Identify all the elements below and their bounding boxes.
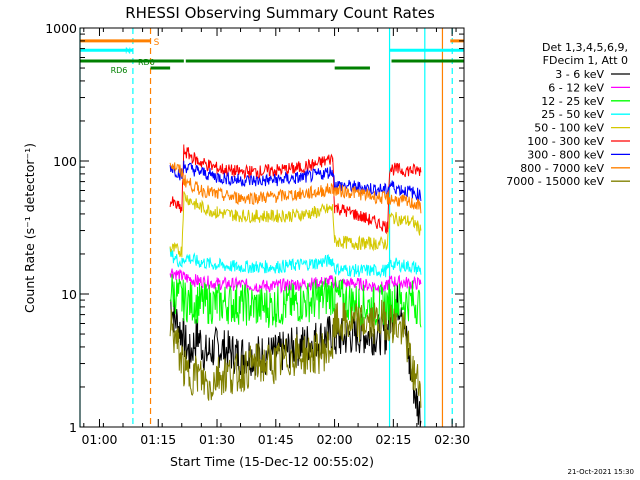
state-label-rd6: RD6 — [111, 66, 128, 75]
y-axis-label: Count Rate (s⁻¹ detector⁻¹) — [22, 143, 37, 313]
series-line-8 — [169, 162, 422, 214]
legend-header-line-2: FDecim 1, Att 0 — [543, 54, 628, 67]
instrument-state-bars: S N RD0 RD6 — [80, 38, 464, 75]
x-tick-label: 02:15 — [375, 432, 411, 447]
state-label-s: S — [154, 38, 160, 48]
legend-label: 25 - 50 keV — [541, 108, 604, 121]
legend-header-line-1: Det 1,3,4,5,6,9, — [542, 41, 628, 54]
series-line-6 — [169, 144, 422, 235]
legend-label: 800 - 7000 keV — [520, 162, 604, 175]
y-tick-label: 1 — [69, 420, 77, 435]
y-tick-label: 100 — [53, 154, 77, 169]
x-tick-label: 01:15 — [140, 432, 176, 447]
series-line-3 — [169, 274, 422, 328]
legend-label: 50 - 100 keV — [534, 122, 604, 135]
legend-label: 100 - 300 keV — [527, 135, 604, 148]
legend-label: 3 - 6 keV — [555, 68, 604, 81]
x-tick-label: 01:45 — [258, 432, 294, 447]
y-tick-label: 10 — [61, 287, 77, 302]
series-line-5 — [169, 191, 422, 258]
x-axis-label: Start Time (15-Dec-12 00:55:02) — [170, 454, 374, 469]
x-tick-label: 02:00 — [317, 432, 353, 447]
x-tick-label: 02:30 — [434, 432, 470, 447]
legend-label: 7000 - 15000 keV — [506, 175, 604, 188]
chart-title: RHESSI Observing Summary Count Rates — [125, 4, 435, 22]
legend-label: 300 - 800 keV — [527, 148, 604, 161]
footer-timestamp: 21-Oct-2021 15:30 — [568, 468, 634, 476]
legend-label: 6 - 12 keV — [548, 81, 604, 94]
legend: Det 1,3,4,5,6,9,FDecim 1, Att 03 - 6 keV… — [506, 41, 630, 188]
plot-frame — [79, 27, 465, 428]
legend-label: 12 - 25 keV — [541, 95, 604, 108]
x-tick-label: 01:00 — [81, 432, 117, 447]
x-tick-label: 01:30 — [199, 432, 235, 447]
series-line-7 — [169, 160, 422, 202]
y-tick-label: 1000 — [45, 21, 77, 36]
series-line-9 — [169, 299, 422, 408]
state-label-rd0: RD0 — [138, 58, 155, 67]
state-label-n: N — [125, 46, 131, 55]
series-line-4 — [169, 247, 422, 279]
axes: 01:00 01:15 01:30 01:45 02:00 02:15 02:30 1 10 10… — [45, 21, 470, 447]
series-layer — [169, 144, 422, 428]
